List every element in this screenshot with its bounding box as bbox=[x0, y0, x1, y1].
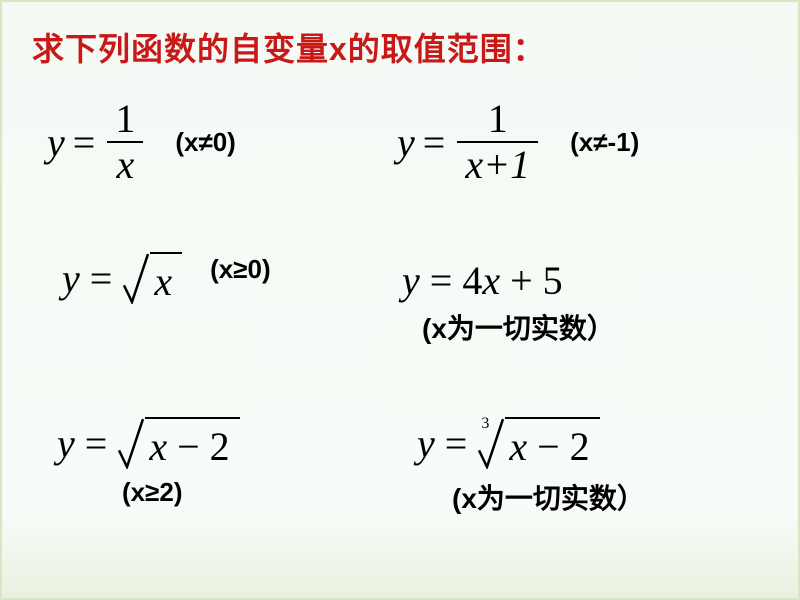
eq6-equals: = bbox=[445, 420, 468, 467]
equation-6: y = 3 x − 2 bbox=[417, 417, 600, 469]
eq2-equals: = bbox=[423, 119, 446, 166]
eq6-radical-sign bbox=[477, 417, 505, 469]
eq1-denominator: x bbox=[108, 143, 142, 187]
eq4-formula: y = 4x + 5 bbox=[402, 257, 563, 304]
eq2-numerator: 1 bbox=[480, 97, 516, 141]
eq3-radicand: x bbox=[150, 252, 182, 304]
eq2-answer: (x≠-1) bbox=[570, 127, 639, 158]
page-title: 求下列函数的自变量x的取值范围： bbox=[32, 24, 546, 70]
eq1-answer: (x≠0) bbox=[175, 127, 236, 158]
equation-3: y = x (x≥0) bbox=[62, 252, 271, 304]
eq3-sqrt: x bbox=[122, 252, 182, 304]
equation-2: y = 1 x+1 (x≠-1) bbox=[397, 97, 639, 187]
eq2-lhs: y bbox=[397, 119, 415, 166]
eq3-formula: y = x bbox=[62, 252, 182, 304]
eq3-equals: = bbox=[90, 255, 113, 302]
eq5-formula: y = x − 2 bbox=[57, 417, 240, 469]
eq3-radical-sign bbox=[122, 252, 150, 304]
eq2-den-text: x+1 bbox=[465, 142, 530, 187]
eq3-answer: (x≥0) bbox=[210, 254, 271, 285]
eq2-fraction: 1 x+1 bbox=[457, 97, 538, 187]
eq6-sqrt: 3 x − 2 bbox=[477, 417, 599, 469]
eq6-answer-cn: 为一切实数） bbox=[477, 484, 645, 515]
eq6-formula: y = 3 x − 2 bbox=[417, 417, 600, 469]
eq5-radicand: x − 2 bbox=[145, 417, 239, 469]
eq4-answer: (x为一切实数） bbox=[422, 307, 615, 347]
eq5-sqrt: x − 2 bbox=[117, 417, 239, 469]
eq1-fraction: 1 x bbox=[107, 97, 143, 187]
eq4-lhs: y bbox=[402, 257, 420, 304]
eq6-answer: (x为一切实数） bbox=[452, 477, 645, 517]
equation-1: y = 1 x (x≠0) bbox=[47, 97, 236, 187]
eq5-lhs: y bbox=[57, 420, 75, 467]
eq6-lhs: y bbox=[417, 420, 435, 467]
equation-4: y = 4x + 5 bbox=[402, 257, 563, 304]
eq1-equals: = bbox=[73, 119, 96, 166]
eq6-radicand: x − 2 bbox=[505, 417, 599, 469]
eq1-lhs: y bbox=[47, 119, 65, 166]
eq1-formula: y = 1 x bbox=[47, 97, 147, 187]
eq1-numerator: 1 bbox=[107, 97, 143, 141]
eq2-denominator: x+1 bbox=[457, 143, 538, 187]
eq4-answer-cn: 为一切实数） bbox=[447, 314, 615, 345]
eq5-answer: (x≥2) bbox=[122, 477, 183, 508]
eq5-equals: = bbox=[85, 420, 108, 467]
equation-5: y = x − 2 bbox=[57, 417, 240, 469]
eq5-radical-sign bbox=[117, 417, 145, 469]
eq3-lhs: y bbox=[62, 255, 80, 302]
eq2-formula: y = 1 x+1 bbox=[397, 97, 542, 187]
eq4-rhs: 4x + 5 bbox=[462, 257, 562, 304]
eq4-equals: = bbox=[430, 257, 453, 304]
